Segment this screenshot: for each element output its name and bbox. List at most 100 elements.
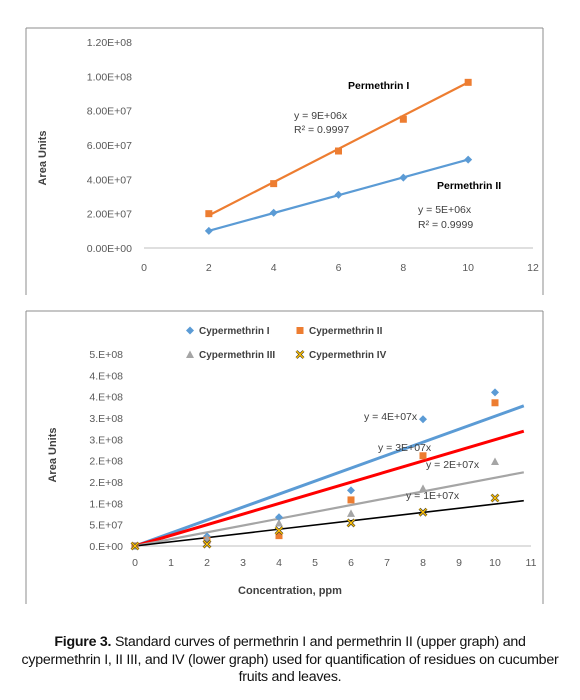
upper-x-tick-3: 6 [336,262,342,274]
upper-y-tick-1: 2.00E+07 [87,209,132,221]
lower-point-3-1-stroke-d [203,540,211,549]
r2-permethrin-2: R² = 0.9999 [418,219,473,231]
lower-y-tick-labels: 0.E+00 5.E+07 1.E+08 2.E+08 2.E+08 3.E+08 3.E+… [89,349,123,553]
upper-point-1-3 [399,173,408,182]
lower-point-3-3-stroke-d [347,519,355,527]
lower-x-tick-0: 0 [132,557,138,569]
lower-y-tick-9: 5.E+08 [89,349,123,361]
legend-marker-1 [296,327,304,334]
lower-point-1-3 [347,496,355,504]
legend-marker-3 [295,350,305,359]
upper-point-0-0 [205,210,213,218]
lower-point-3-4 [418,507,428,517]
equation-cypermethrin-4: y = 1E+07x [406,490,460,502]
upper-point-1-2 [334,190,343,199]
r2-permethrin-1: R² = 0.9997 [294,124,349,136]
upper-y-tick-4: 8.00E+07 [87,106,132,118]
lower-point-3-0 [130,541,140,551]
lower-y-tick-4: 2.E+08 [89,456,123,468]
lower-y-tick-6: 3.E+08 [89,413,123,425]
lower-point-0-4 [419,415,427,424]
upper-point-0-3 [399,115,407,123]
lower-trendline-2 [134,471,525,548]
lower-x-tick-9: 9 [456,557,462,569]
upper-x-tick-labels: 0 2 4 6 8 10 12 [141,262,539,274]
lower-point-2-4 [419,484,427,492]
lower-point-2-2 [275,518,283,527]
lower-point-1-5 [491,399,499,407]
lower-point-2-5 [491,457,499,466]
lower-x-tick-labels: 0 1 2 3 4 5 6 7 8 9 10 11 [132,557,537,569]
upper-x-tick-1: 2 [206,262,212,274]
lower-y-tick-5: 3.E+08 [89,434,123,446]
lower-point-3-2 [274,526,284,536]
upper-y-tick-0: 0.00E+00 [87,243,132,255]
lower-x-tick-3: 3 [240,557,246,569]
lower-point-2-3 [347,509,355,517]
upper-point-1-1 [269,208,278,217]
lower-point-3-0-stroke-d [131,542,139,550]
lower-point-3-1 [202,539,212,549]
lower-trendline-3 [134,499,524,547]
equation-cypermethrin-1: y = 4E+07x [364,411,418,423]
lower-x-tick-7: 7 [384,557,390,569]
lower-x-tick-5: 5 [312,557,318,569]
upper-point-1-0 [204,226,213,235]
upper-y-tick-labels: 0.00E+00 2.00E+07 4.00E+07 6.00E+07 8.00E+07… [87,37,132,255]
legend-marker-3-stroke-d [296,350,304,359]
lower-point-0-3 [347,486,355,495]
upper-y-axis-title: Area Units [37,130,49,185]
lower-y-tick-2: 1.E+08 [89,498,123,510]
equation-cypermethrin-2: y = 3E+07x [378,442,432,454]
upper-y-tick-3: 6.00E+07 [87,140,132,152]
lower-x-tick-1: 1 [168,557,174,569]
series-label-permethrin-2: Permethrin II [437,180,501,192]
legend-marker-0 [186,326,194,335]
lower-point-1-4 [419,452,427,460]
lower-trendline-0 [134,404,525,548]
lower-point-3-3 [346,518,356,528]
lower-point-0-2 [275,513,283,522]
upper-x-tick-0: 0 [141,262,147,274]
lower-x-axis-title: Concentration, ppm [238,585,342,597]
lower-point-0-5 [491,388,499,397]
lower-x-tick-2: 2 [204,557,210,569]
lower-y-tick-0: 0.E+00 [89,541,123,553]
lower-point-1-2 [275,532,283,540]
upper-data-points [204,78,473,235]
upper-x-tick-5: 10 [462,262,474,274]
legend-label-0: Cypermethrin I [199,326,270,337]
upper-x-tick-6: 12 [527,262,539,274]
lower-x-tick-8: 8 [420,557,426,569]
lower-trendline-1 [134,429,525,548]
upper-point-0-4 [464,78,472,86]
equation-permethrin-1: y = 9E+06x [294,110,348,122]
lower-point-3-4-stroke-d [419,508,427,517]
upper-point-0-1 [270,180,278,188]
lower-data-points [130,388,500,551]
upper-y-tick-6: 1.20E+08 [87,37,132,49]
upper-x-tick-4: 8 [400,262,406,274]
lower-point-3-5-stroke-d [491,494,499,502]
lower-x-tick-4: 4 [276,557,282,569]
lower-x-tick-6: 6 [348,557,354,569]
lower-y-tick-3: 2.E+08 [89,477,123,489]
upper-point-1-4 [464,155,473,164]
lower-y-tick-8: 4.E+08 [89,370,123,382]
figure-caption: Figure 3. Standard curves of permethrin … [20,634,560,687]
lower-y-axis-title: Area Units [47,427,59,482]
upper-y-tick-5: 1.00E+08 [87,71,132,83]
legend-label-1: Cypermethrin II [309,326,383,337]
lower-y-tick-1: 5.E+07 [89,520,123,532]
figure-caption-text: Standard curves of permethrin I and perm… [21,634,559,685]
lower-chart: 0.E+00 5.E+07 1.E+08 2.E+08 2.E+08 3.E+08 3.E+… [25,310,544,604]
lower-trendlines [134,404,525,548]
series-label-permethrin-1: Permethrin I [348,80,409,92]
lower-point-3-5 [490,493,500,503]
lower-point-3-2-stroke-d [275,526,283,535]
legend-label-2: Cypermethrin III [199,350,275,361]
lower-x-tick-11: 11 [526,557,537,569]
lower-y-tick-7: 4.E+08 [89,392,123,404]
equation-cypermethrin-3: y = 2E+07x [426,459,480,471]
